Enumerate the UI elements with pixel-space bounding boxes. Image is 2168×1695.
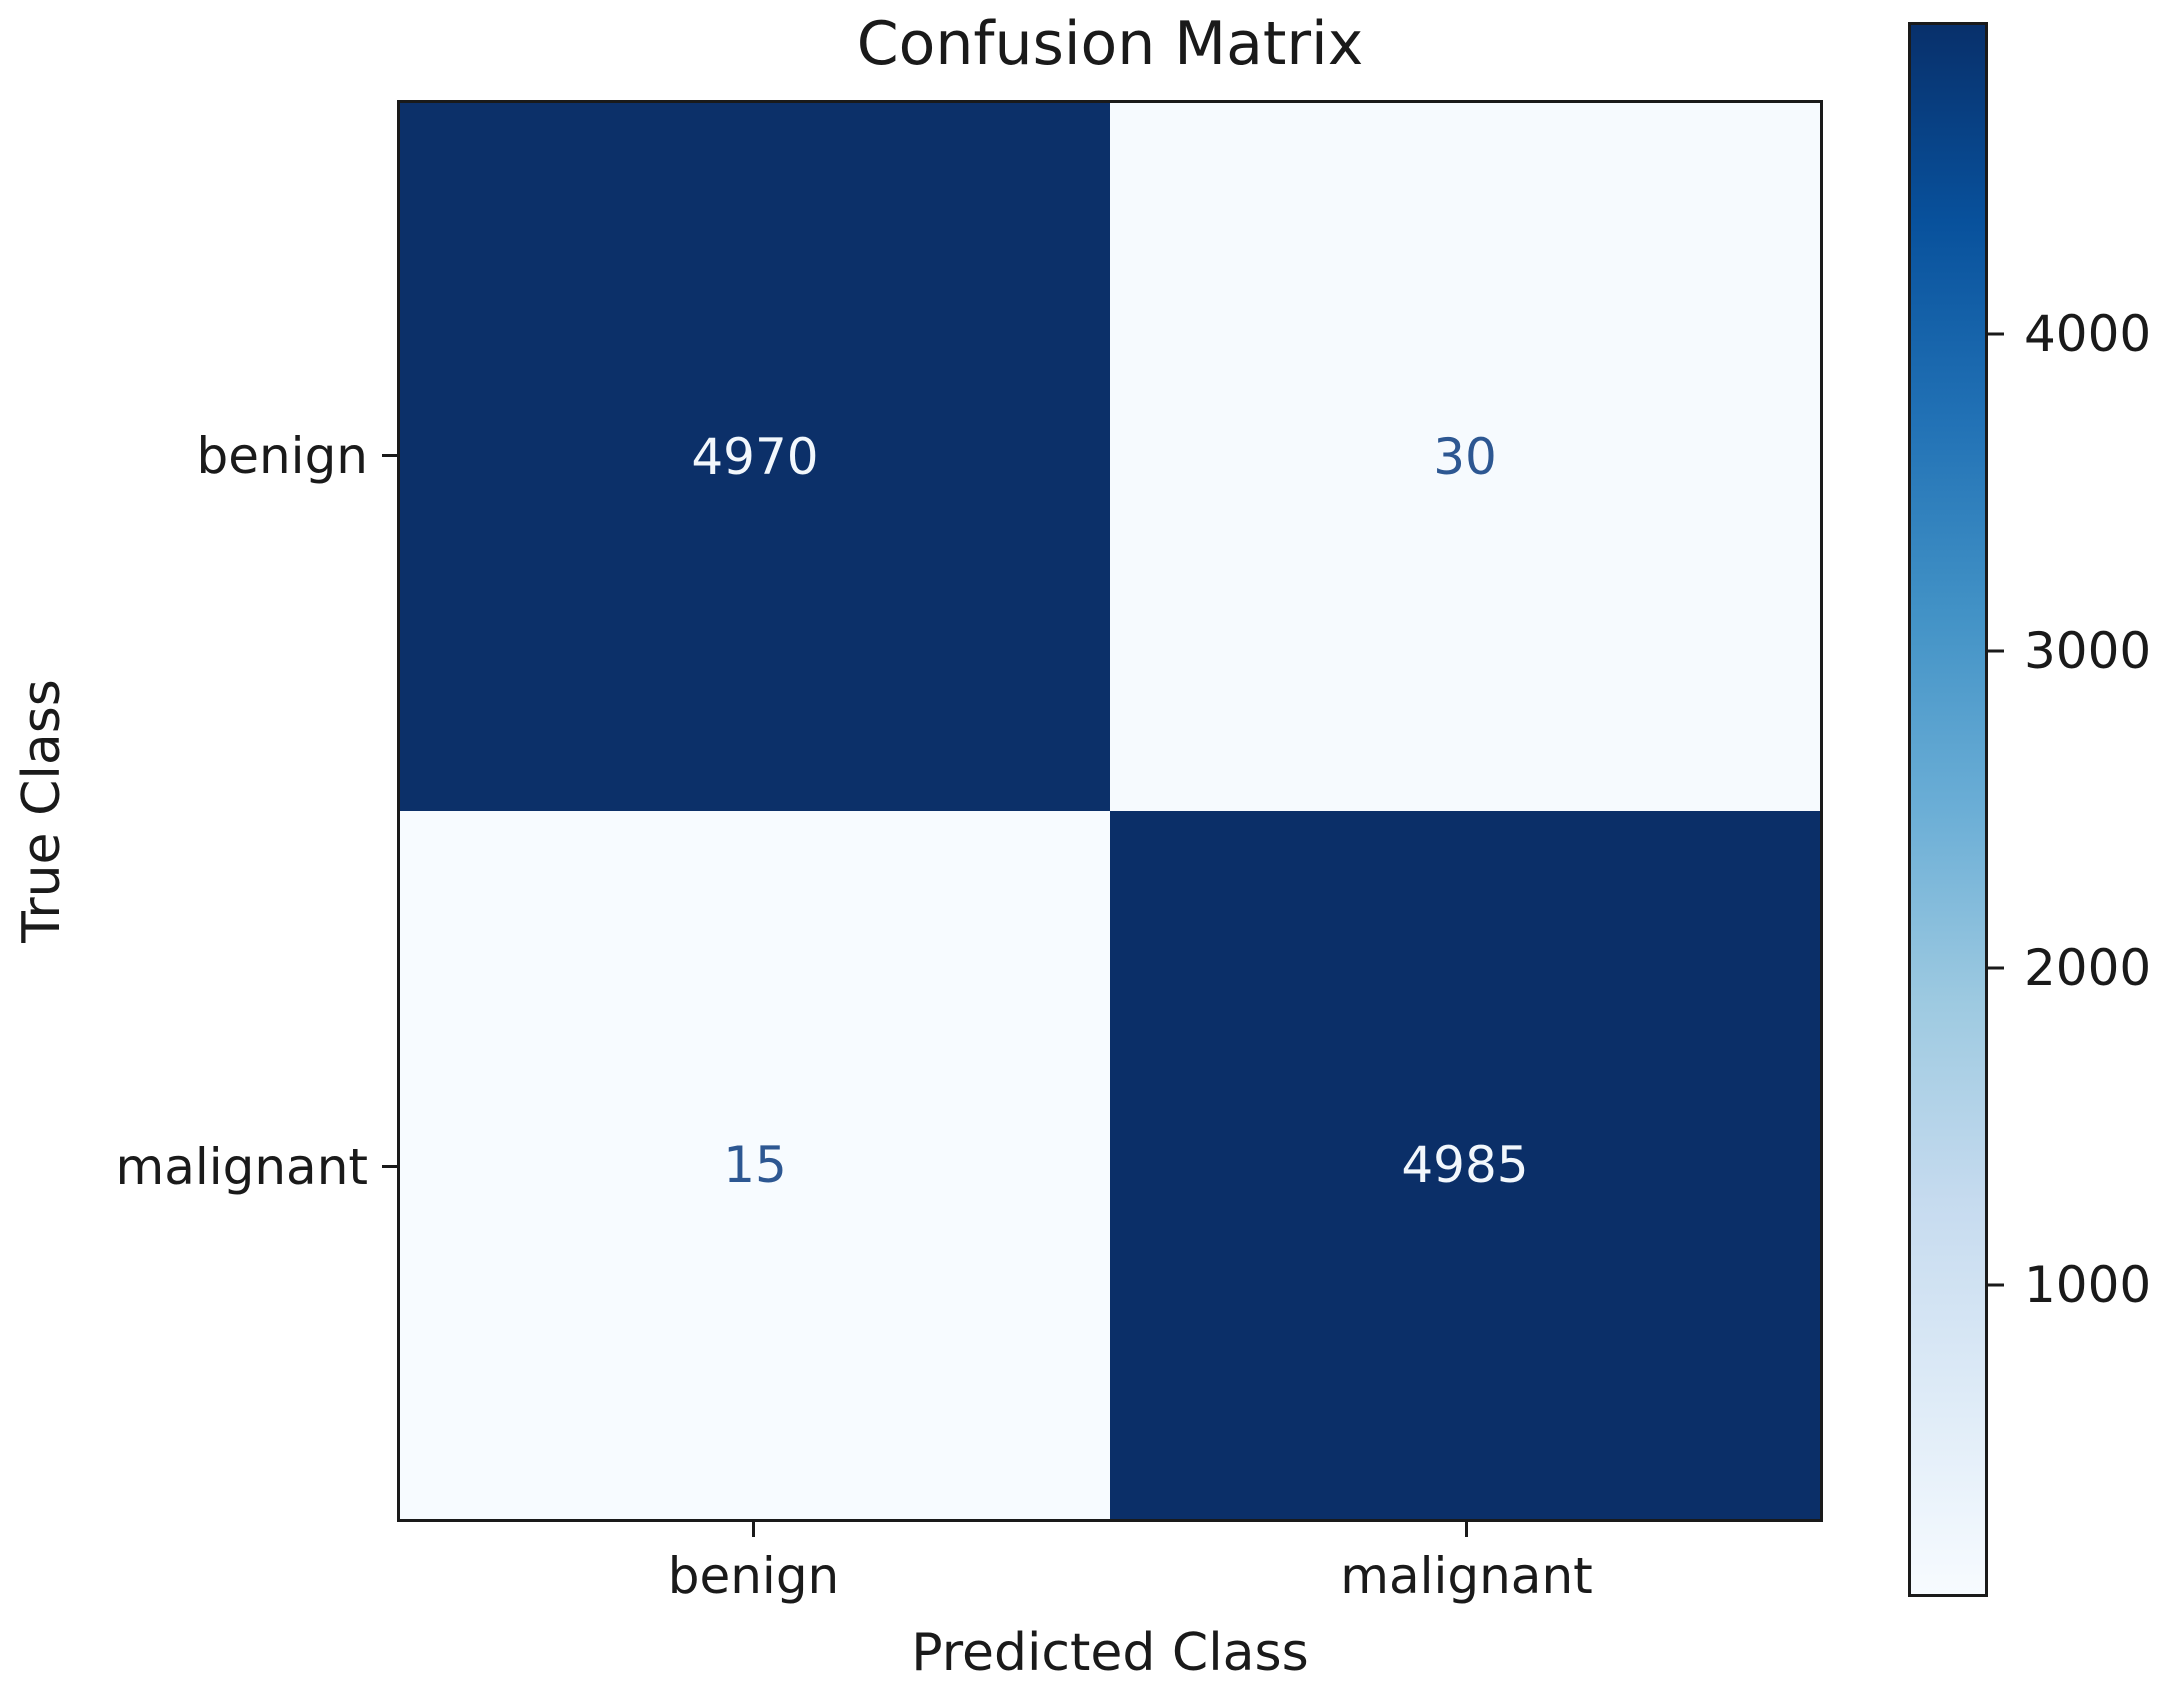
x-axis-label: Predicted Class bbox=[911, 1623, 1309, 1683]
x-tick-mark bbox=[752, 1522, 755, 1537]
colorbar bbox=[1908, 22, 1988, 1597]
matrix-cell-malignant-malignant: 4985 bbox=[1110, 811, 1820, 1519]
y-tick-label-malignant: malignant bbox=[115, 1137, 369, 1196]
colorbar-tick-mark bbox=[1988, 332, 2004, 336]
matrix-cell-benign-benign: 4970 bbox=[400, 103, 1110, 811]
colorbar-tick-label: 2000 bbox=[2024, 938, 2152, 997]
colorbar-tick-label: 3000 bbox=[2024, 622, 2152, 681]
y-tick-mark bbox=[382, 454, 397, 457]
colorbar-tick-label: 4000 bbox=[2024, 305, 2152, 364]
heatmap-plot: 4970 30 15 4985 bbox=[397, 100, 1823, 1522]
matrix-cell-malignant-benign: 15 bbox=[400, 811, 1110, 1519]
cell-value: 4985 bbox=[1401, 1136, 1529, 1194]
matrix-cell-benign-malignant: 30 bbox=[1110, 103, 1820, 811]
colorbar-ticks: 4000 3000 2000 1000 bbox=[1988, 22, 2168, 1597]
colorbar-tick-mark bbox=[1988, 1283, 2004, 1287]
y-tick-mark bbox=[382, 1165, 397, 1168]
colorbar-tick-mark bbox=[1988, 966, 2004, 970]
chart-title: Confusion Matrix bbox=[856, 9, 1364, 79]
colorbar-tick-label: 1000 bbox=[2024, 1255, 2152, 1314]
y-axis-label: True Class bbox=[12, 679, 72, 943]
cell-value: 4970 bbox=[691, 428, 819, 486]
y-tick-label-benign: benign bbox=[196, 426, 368, 485]
x-tick-label-malignant: malignant bbox=[1340, 1547, 1593, 1605]
cell-value: 30 bbox=[1433, 428, 1497, 486]
x-tick-label-benign: benign bbox=[667, 1547, 840, 1605]
cell-value: 15 bbox=[723, 1136, 787, 1194]
colorbar-tick-mark bbox=[1988, 649, 2004, 653]
x-tick-mark bbox=[1465, 1522, 1468, 1537]
